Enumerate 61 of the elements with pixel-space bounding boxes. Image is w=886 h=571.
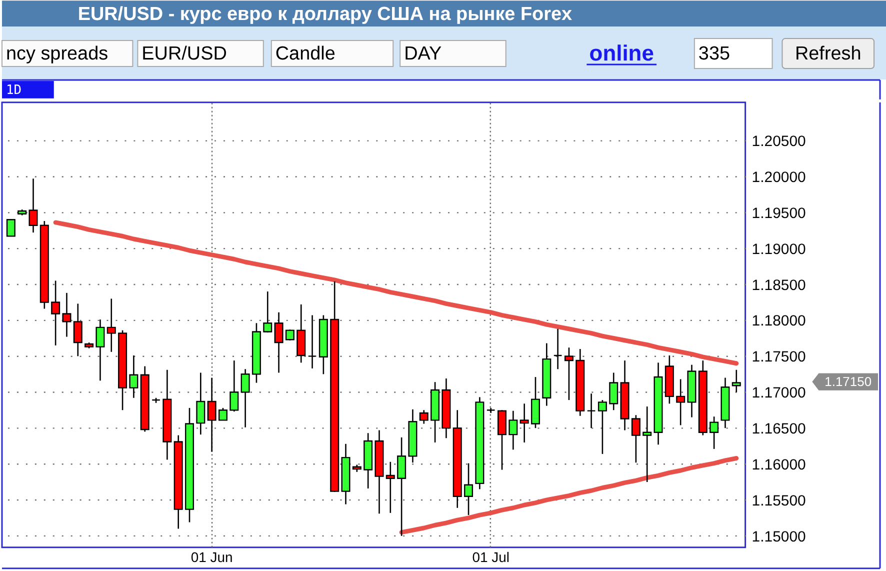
y-tick-label: 1.18500 xyxy=(752,276,806,294)
candlestick xyxy=(28,178,38,234)
y-tick-label: 1.19500 xyxy=(752,204,806,222)
candlestick xyxy=(240,368,250,428)
candlestick xyxy=(129,354,138,399)
candlestick xyxy=(642,406,652,483)
x-tick-label: 01 Jul xyxy=(472,548,510,565)
text: ncy spreads xyxy=(6,44,108,65)
text: 335 xyxy=(698,44,730,65)
candlestick xyxy=(520,402,529,444)
candlestick xyxy=(263,290,272,334)
candlestick xyxy=(386,461,395,514)
candlestick xyxy=(586,392,596,429)
candlestick xyxy=(732,369,741,393)
text: online xyxy=(589,40,654,66)
candlestick xyxy=(508,410,518,450)
text: 1.17150 xyxy=(824,374,872,389)
text: EUR/USD xyxy=(142,44,227,65)
text: Refresh xyxy=(794,44,862,65)
candlestick xyxy=(218,407,228,421)
candlestick xyxy=(73,303,82,357)
candlestick xyxy=(62,292,72,338)
candlestick xyxy=(51,280,60,346)
candlestick xyxy=(609,372,618,411)
candlestick xyxy=(676,378,686,426)
y-tick-label: 1.19000 xyxy=(752,240,806,258)
candlestick xyxy=(397,436,406,537)
candlestick xyxy=(498,409,507,470)
candlestick xyxy=(274,312,284,374)
line-series xyxy=(53,220,739,366)
text: Candle xyxy=(275,44,336,65)
candlestick xyxy=(196,372,206,436)
y-tick-label: 1.15000 xyxy=(752,528,806,546)
candlestick xyxy=(308,314,317,370)
candlestick xyxy=(564,346,574,401)
line-series xyxy=(399,456,739,535)
chart-title: EUR/USD - курс евро к доллару США на рынке Forex xyxy=(78,4,572,26)
candlestick xyxy=(710,416,719,450)
text: 1D xyxy=(6,82,22,98)
candlestick xyxy=(285,328,294,342)
y-tick-label: 1.16000 xyxy=(752,456,806,474)
candlestick xyxy=(553,328,562,370)
candlestick xyxy=(631,414,640,464)
y-tick-label: 1.20000 xyxy=(752,168,806,186)
y-tick-label: 1.17500 xyxy=(752,348,806,366)
y-tick-label: 1.16500 xyxy=(752,420,806,438)
candlestick xyxy=(486,407,496,414)
candlestick xyxy=(419,409,428,424)
candlestick xyxy=(230,360,239,412)
candlestick xyxy=(207,377,216,452)
candlestick xyxy=(6,218,16,237)
candlestick xyxy=(598,399,607,455)
x-tick-label: 01 Jun xyxy=(190,548,233,565)
y-tick-label: 1.15500 xyxy=(752,492,806,510)
y-tick-label: 1.17000 xyxy=(752,384,806,402)
text: DAY xyxy=(404,44,442,65)
y-tick-label: 1.20500 xyxy=(752,133,806,150)
candlestick xyxy=(464,462,474,516)
y-tick-label: 1.18000 xyxy=(752,312,806,330)
candlestick xyxy=(106,298,116,353)
candlestick xyxy=(96,318,105,382)
